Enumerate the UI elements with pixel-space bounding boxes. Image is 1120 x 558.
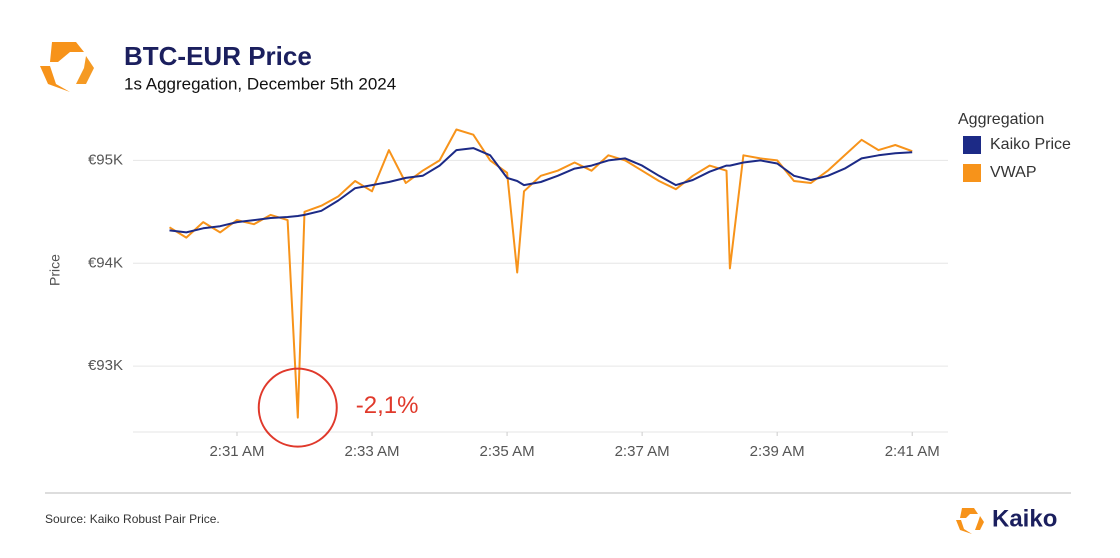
y-tick-label: €94K xyxy=(88,254,123,271)
series-line xyxy=(168,128,913,419)
x-tick-label: 2:31 AM xyxy=(209,443,264,460)
chart-title: BTC-EUR Price xyxy=(124,41,312,71)
brand-logo xyxy=(956,508,984,534)
y-tick-label: €93K xyxy=(88,357,123,374)
y-tick-label: €95K xyxy=(88,151,123,168)
annotation-circle xyxy=(257,367,338,448)
brand-name: Kaiko xyxy=(992,505,1057,532)
annotation: -2,1% xyxy=(356,392,419,419)
legend-title: Aggregation xyxy=(958,111,1044,128)
logo xyxy=(40,42,94,92)
legend-swatch xyxy=(963,164,981,182)
y-axis-label: Price xyxy=(47,254,63,286)
series-line xyxy=(169,147,913,234)
x-tick-label: 2:39 AM xyxy=(750,443,805,460)
chart-subtitle: 1s Aggregation, December 5th 2024 xyxy=(124,74,396,93)
x-tick-label: 2:37 AM xyxy=(615,443,670,460)
source: Source: Kaiko Robust Pair Price. xyxy=(45,512,220,526)
x-tick-label: 2:41 AM xyxy=(885,443,940,460)
legend-label: VWAP xyxy=(990,164,1037,181)
x-tick-label: 2:35 AM xyxy=(480,443,535,460)
legend-label: Kaiko Price xyxy=(990,136,1071,153)
x-tick-label: 2:33 AM xyxy=(345,443,400,460)
legend-swatch xyxy=(963,136,981,154)
